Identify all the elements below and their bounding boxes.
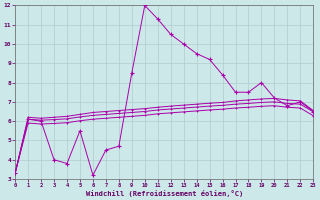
X-axis label: Windchill (Refroidissement éolien,°C): Windchill (Refroidissement éolien,°C) bbox=[85, 190, 243, 197]
